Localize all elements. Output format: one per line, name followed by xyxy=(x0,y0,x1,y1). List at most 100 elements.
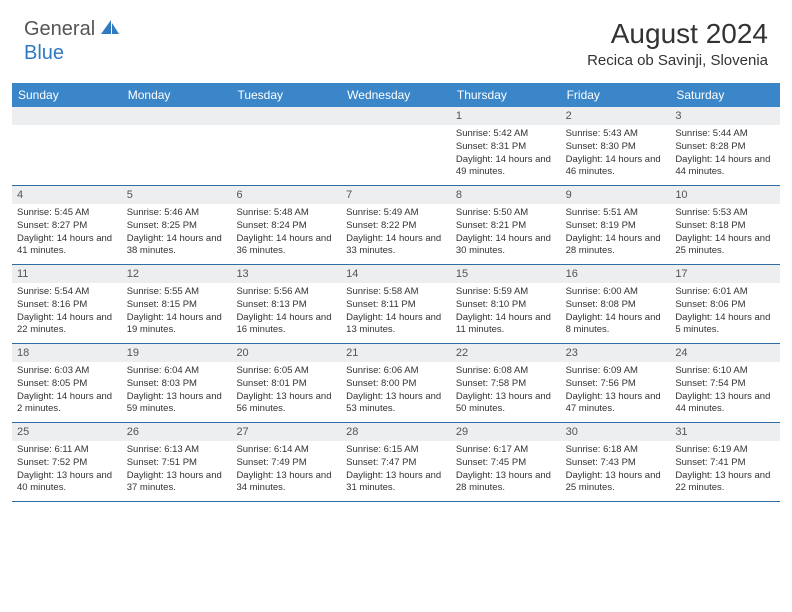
sunset-line: Sunset: 8:21 PM xyxy=(456,220,556,233)
sunset-line: Sunset: 8:31 PM xyxy=(456,141,556,154)
day-body: Sunrise: 6:17 AMSunset: 7:45 PMDaylight:… xyxy=(451,441,561,500)
day-cell: 5Sunrise: 5:46 AMSunset: 8:25 PMDaylight… xyxy=(122,186,232,264)
week-row: 25Sunrise: 6:11 AMSunset: 7:52 PMDayligh… xyxy=(12,423,780,502)
day-number: 31 xyxy=(670,423,780,441)
day-body: Sunrise: 5:45 AMSunset: 8:27 PMDaylight:… xyxy=(12,204,122,263)
day-cell: 10Sunrise: 5:53 AMSunset: 8:18 PMDayligh… xyxy=(670,186,780,264)
day-header: Sunday xyxy=(12,83,122,107)
day-body: Sunrise: 6:19 AMSunset: 7:41 PMDaylight:… xyxy=(670,441,780,500)
day-number: 8 xyxy=(451,186,561,204)
daylight-line: Daylight: 14 hours and 16 minutes. xyxy=(236,312,336,338)
day-body: Sunrise: 5:43 AMSunset: 8:30 PMDaylight:… xyxy=(561,125,671,184)
day-cell: 17Sunrise: 6:01 AMSunset: 8:06 PMDayligh… xyxy=(670,265,780,343)
day-number: 24 xyxy=(670,344,780,362)
day-cell: 11Sunrise: 5:54 AMSunset: 8:16 PMDayligh… xyxy=(12,265,122,343)
sunrise-line: Sunrise: 5:56 AM xyxy=(236,286,336,299)
sunset-line: Sunset: 8:15 PM xyxy=(127,299,227,312)
daylight-line: Daylight: 14 hours and 41 minutes. xyxy=(17,233,117,259)
day-cell: 25Sunrise: 6:11 AMSunset: 7:52 PMDayligh… xyxy=(12,423,122,501)
day-number: 12 xyxy=(122,265,232,283)
day-number: 30 xyxy=(561,423,671,441)
sunset-line: Sunset: 8:16 PM xyxy=(17,299,117,312)
daylight-line: Daylight: 13 hours and 40 minutes. xyxy=(17,470,117,496)
week-row: 18Sunrise: 6:03 AMSunset: 8:05 PMDayligh… xyxy=(12,344,780,423)
day-body: Sunrise: 5:44 AMSunset: 8:28 PMDaylight:… xyxy=(670,125,780,184)
sunrise-line: Sunrise: 6:08 AM xyxy=(456,365,556,378)
sunrise-line: Sunrise: 6:03 AM xyxy=(17,365,117,378)
sunrise-line: Sunrise: 5:49 AM xyxy=(346,207,446,220)
day-body: Sunrise: 5:46 AMSunset: 8:25 PMDaylight:… xyxy=(122,204,232,263)
day-number: 21 xyxy=(341,344,451,362)
day-body: Sunrise: 5:53 AMSunset: 8:18 PMDaylight:… xyxy=(670,204,780,263)
sunset-line: Sunset: 7:41 PM xyxy=(675,457,775,470)
day-body: Sunrise: 6:14 AMSunset: 7:49 PMDaylight:… xyxy=(231,441,341,500)
location: Recica ob Savinji, Slovenia xyxy=(587,52,768,69)
day-number: 10 xyxy=(670,186,780,204)
day-number: 29 xyxy=(451,423,561,441)
day-body: Sunrise: 5:49 AMSunset: 8:22 PMDaylight:… xyxy=(341,204,451,263)
day-number: 26 xyxy=(122,423,232,441)
sunset-line: Sunset: 8:03 PM xyxy=(127,378,227,391)
sunrise-line: Sunrise: 5:50 AM xyxy=(456,207,556,220)
daylight-line: Daylight: 14 hours and 22 minutes. xyxy=(17,312,117,338)
day-number xyxy=(341,107,451,125)
day-body: Sunrise: 5:50 AMSunset: 8:21 PMDaylight:… xyxy=(451,204,561,263)
day-number: 9 xyxy=(561,186,671,204)
day-body: Sunrise: 6:15 AMSunset: 7:47 PMDaylight:… xyxy=(341,441,451,500)
calendar: SundayMondayTuesdayWednesdayThursdayFrid… xyxy=(12,83,780,502)
sunset-line: Sunset: 8:27 PM xyxy=(17,220,117,233)
day-header: Wednesday xyxy=(341,83,451,107)
sunset-line: Sunset: 8:06 PM xyxy=(675,299,775,312)
sunrise-line: Sunrise: 5:48 AM xyxy=(236,207,336,220)
day-cell xyxy=(341,107,451,185)
sunrise-line: Sunrise: 5:42 AM xyxy=(456,128,556,141)
day-cell: 7Sunrise: 5:49 AMSunset: 8:22 PMDaylight… xyxy=(341,186,451,264)
day-cell xyxy=(231,107,341,185)
sunset-line: Sunset: 8:24 PM xyxy=(236,220,336,233)
sunset-line: Sunset: 7:58 PM xyxy=(456,378,556,391)
daylight-line: Daylight: 13 hours and 28 minutes. xyxy=(456,470,556,496)
day-number: 2 xyxy=(561,107,671,125)
day-header: Friday xyxy=(561,83,671,107)
sunset-line: Sunset: 8:01 PM xyxy=(236,378,336,391)
day-number: 6 xyxy=(231,186,341,204)
sunset-line: Sunset: 8:18 PM xyxy=(675,220,775,233)
day-number xyxy=(12,107,122,125)
month-title: August 2024 xyxy=(587,18,768,50)
daylight-line: Daylight: 14 hours and 19 minutes. xyxy=(127,312,227,338)
day-cell: 31Sunrise: 6:19 AMSunset: 7:41 PMDayligh… xyxy=(670,423,780,501)
daylight-line: Daylight: 14 hours and 2 minutes. xyxy=(17,391,117,417)
sunset-line: Sunset: 7:45 PM xyxy=(456,457,556,470)
sunset-line: Sunset: 8:19 PM xyxy=(566,220,666,233)
sunrise-line: Sunrise: 6:09 AM xyxy=(566,365,666,378)
day-number xyxy=(122,107,232,125)
day-number: 19 xyxy=(122,344,232,362)
day-body: Sunrise: 6:09 AMSunset: 7:56 PMDaylight:… xyxy=(561,362,671,421)
day-number: 18 xyxy=(12,344,122,362)
day-cell: 12Sunrise: 5:55 AMSunset: 8:15 PMDayligh… xyxy=(122,265,232,343)
day-number: 14 xyxy=(341,265,451,283)
day-cell: 3Sunrise: 5:44 AMSunset: 8:28 PMDaylight… xyxy=(670,107,780,185)
sunrise-line: Sunrise: 6:10 AM xyxy=(675,365,775,378)
sunset-line: Sunset: 7:43 PM xyxy=(566,457,666,470)
day-body xyxy=(231,125,341,133)
day-body: Sunrise: 6:06 AMSunset: 8:00 PMDaylight:… xyxy=(341,362,451,421)
sunrise-line: Sunrise: 6:00 AM xyxy=(566,286,666,299)
day-number: 5 xyxy=(122,186,232,204)
daylight-line: Daylight: 14 hours and 46 minutes. xyxy=(566,154,666,180)
day-cell: 30Sunrise: 6:18 AMSunset: 7:43 PMDayligh… xyxy=(561,423,671,501)
sunrise-line: Sunrise: 5:51 AM xyxy=(566,207,666,220)
daylight-line: Daylight: 13 hours and 34 minutes. xyxy=(236,470,336,496)
day-cell: 6Sunrise: 5:48 AMSunset: 8:24 PMDaylight… xyxy=(231,186,341,264)
daylight-line: Daylight: 13 hours and 47 minutes. xyxy=(566,391,666,417)
day-cell: 15Sunrise: 5:59 AMSunset: 8:10 PMDayligh… xyxy=(451,265,561,343)
daylight-line: Daylight: 14 hours and 25 minutes. xyxy=(675,233,775,259)
daylight-line: Daylight: 13 hours and 53 minutes. xyxy=(346,391,446,417)
day-number: 11 xyxy=(12,265,122,283)
day-cell: 29Sunrise: 6:17 AMSunset: 7:45 PMDayligh… xyxy=(451,423,561,501)
sunrise-line: Sunrise: 6:13 AM xyxy=(127,444,227,457)
day-cell: 20Sunrise: 6:05 AMSunset: 8:01 PMDayligh… xyxy=(231,344,341,422)
day-body: Sunrise: 5:48 AMSunset: 8:24 PMDaylight:… xyxy=(231,204,341,263)
day-body: Sunrise: 5:59 AMSunset: 8:10 PMDaylight:… xyxy=(451,283,561,342)
day-body: Sunrise: 6:18 AMSunset: 7:43 PMDaylight:… xyxy=(561,441,671,500)
